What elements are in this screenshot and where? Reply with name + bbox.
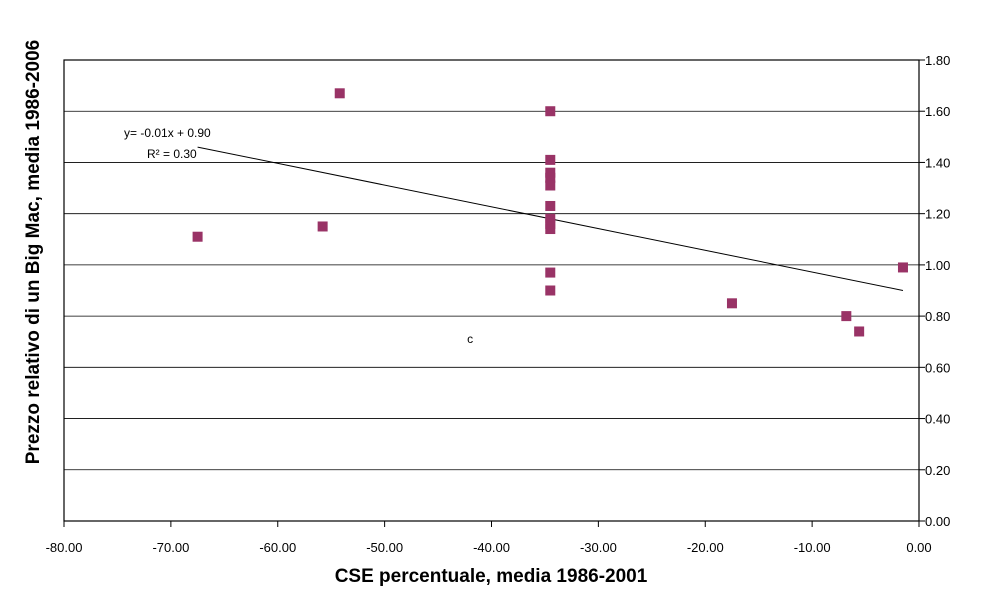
data-point-16 — [841, 311, 852, 322]
y-tick-label: 1.60 — [925, 104, 950, 119]
data-point-1 — [192, 231, 203, 242]
y-tick-label: 0.60 — [925, 360, 950, 375]
y-tick-label: 0.20 — [925, 463, 950, 478]
y-tick-label: 1.00 — [925, 258, 950, 273]
trendline-r-squared: R² = 0.30 — [147, 147, 197, 161]
trendline-equation: y= -0.01x + 0.90 — [124, 126, 211, 140]
data-point-18 — [897, 262, 908, 273]
x-tick-label: -30.00 — [580, 540, 617, 555]
y-tick-label: 1.40 — [925, 155, 950, 170]
data-point-10 — [545, 213, 556, 224]
data-point-17 — [854, 326, 865, 337]
data-point-5 — [545, 154, 556, 165]
y-tick-label: 1.20 — [925, 207, 950, 222]
data-point-15 — [726, 298, 737, 309]
x-tick-label: -40.00 — [473, 540, 510, 555]
stray-label: c — [467, 332, 473, 346]
y-tick-label: 0.40 — [925, 412, 950, 427]
x-tick-label: -70.00 — [152, 540, 189, 555]
y-tick-label: 0.80 — [925, 309, 950, 324]
data-point-2 — [317, 221, 328, 232]
data-point-6 — [545, 167, 556, 178]
data-point-4 — [545, 106, 556, 117]
x-axis-title: CSE percentuale, media 1986-2001 — [335, 566, 648, 587]
y-axis-ticks: 0.00 0.20 0.40 0.60 0.80 1.00 1.20 1.40 1.60 1.80 — [919, 53, 950, 529]
x-tick-label: -10.00 — [794, 540, 831, 555]
gridlines — [64, 110, 919, 471]
y-tick-label: 1.80 — [925, 53, 950, 68]
data-point-12 — [545, 224, 556, 235]
x-tick-label: -20.00 — [687, 540, 724, 555]
x-tick-label: -50.00 — [366, 540, 403, 555]
x-tick-label: -60.00 — [259, 540, 296, 555]
data-point-8 — [545, 180, 556, 191]
y-axis-title: Prezzo relativo di un Big Mac, media 198… — [23, 40, 44, 465]
y-tick-label: 0.00 — [925, 514, 950, 529]
data-points — [192, 88, 908, 337]
data-point-3 — [334, 88, 345, 99]
data-point-7 — [545, 172, 556, 183]
x-axis-ticks: -80.00 -70.00 -60.00 -50.00 -40.00 -30.00 -20.… — [46, 521, 932, 555]
data-point-11 — [545, 218, 556, 229]
x-tick-label: 0.00 — [906, 540, 931, 555]
data-point-13 — [545, 267, 556, 278]
data-point-9 — [545, 200, 556, 211]
x-tick-label: -80.00 — [46, 540, 83, 555]
data-point-14 — [545, 285, 556, 296]
